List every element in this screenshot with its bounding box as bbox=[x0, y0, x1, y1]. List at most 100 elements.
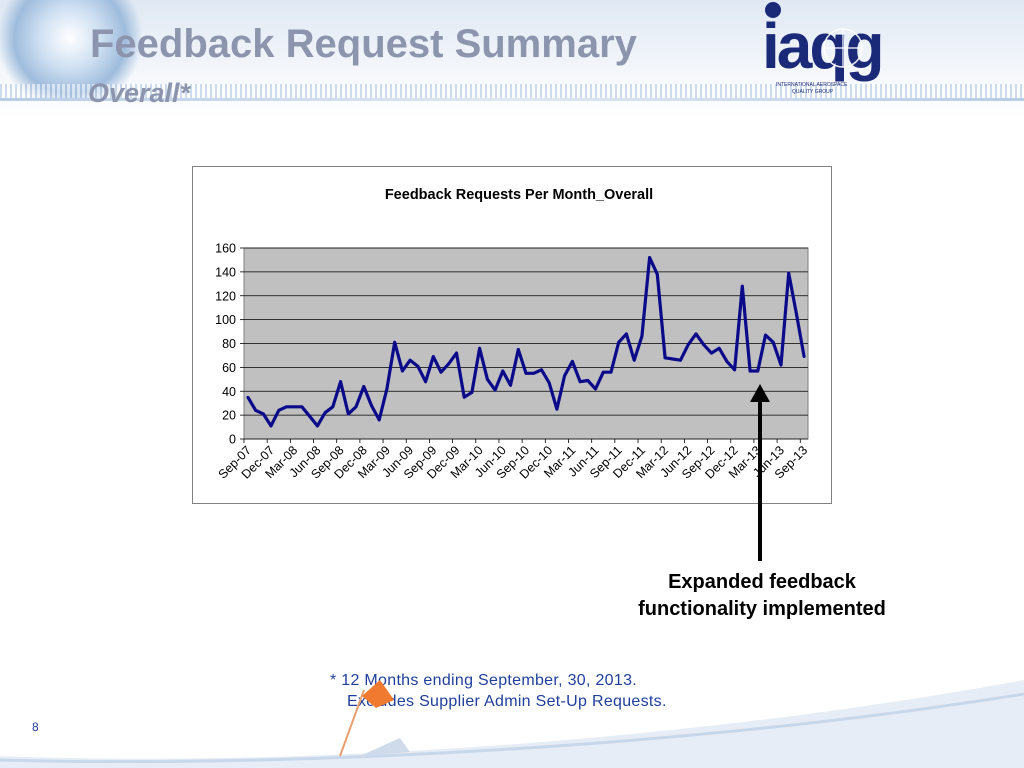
y-tick-label: 40 bbox=[222, 385, 236, 399]
data-point bbox=[455, 351, 458, 355]
y-tick-label: 60 bbox=[222, 361, 236, 375]
data-point bbox=[756, 369, 760, 373]
data-point bbox=[524, 371, 528, 375]
y-tick-label: 80 bbox=[222, 337, 236, 351]
footnote-line-2: Excludes Supplier Admin Set-Up Requests. bbox=[347, 693, 667, 710]
line-chart: Feedback Requests Per Month_Overall 0 20 4… bbox=[215, 187, 810, 482]
data-point bbox=[408, 358, 412, 362]
data-point bbox=[625, 332, 628, 336]
data-point bbox=[509, 383, 512, 387]
bottom-swoosh-graphic bbox=[0, 680, 1024, 768]
data-point bbox=[501, 369, 505, 373]
data-point bbox=[640, 334, 644, 338]
y-tick-label: 0 bbox=[229, 433, 236, 447]
data-point bbox=[725, 360, 729, 363]
data-point bbox=[462, 395, 466, 399]
data-point bbox=[269, 424, 273, 428]
data-point bbox=[285, 405, 288, 409]
data-point bbox=[764, 333, 767, 337]
page-number: 8 bbox=[32, 720, 39, 734]
data-point bbox=[300, 405, 304, 409]
data-point bbox=[385, 387, 389, 391]
data-point bbox=[532, 371, 536, 375]
y-tick-label: 160 bbox=[215, 242, 236, 256]
annotation-text: Expanded feedback functionality implemen… bbox=[638, 571, 886, 620]
data-point bbox=[315, 424, 319, 428]
data-point bbox=[617, 340, 621, 344]
data-point bbox=[370, 404, 373, 407]
data-point bbox=[354, 405, 358, 409]
data-point bbox=[377, 418, 381, 422]
data-point bbox=[586, 379, 590, 382]
data-point bbox=[563, 374, 567, 378]
page-subtitle: Overall* bbox=[88, 78, 191, 108]
data-point bbox=[679, 358, 682, 362]
data-point bbox=[632, 358, 636, 362]
series-layer bbox=[246, 255, 806, 428]
data-point bbox=[470, 391, 474, 394]
data-point bbox=[485, 377, 489, 381]
data-point bbox=[686, 343, 690, 347]
data-point bbox=[779, 363, 783, 367]
logo-text: iaqg bbox=[762, 10, 882, 82]
logo-caption-2: QUALITY GROUP bbox=[792, 89, 834, 95]
data-point bbox=[393, 340, 397, 344]
data-point bbox=[694, 332, 698, 336]
data-point bbox=[663, 356, 667, 360]
data-point bbox=[802, 355, 806, 359]
footnote: * 12 Months ending September, 30, 2013. … bbox=[330, 670, 667, 712]
data-point bbox=[346, 412, 350, 416]
data-point bbox=[547, 381, 551, 385]
data-point bbox=[339, 380, 342, 384]
y-tick-label: 100 bbox=[215, 313, 236, 327]
data-point bbox=[609, 370, 613, 374]
data-point bbox=[261, 412, 265, 416]
data-point bbox=[331, 405, 335, 409]
data-point bbox=[570, 360, 574, 363]
data-point bbox=[717, 346, 721, 350]
data-point bbox=[748, 369, 752, 373]
data-point bbox=[710, 351, 713, 355]
data-point bbox=[431, 355, 435, 359]
data-point bbox=[292, 405, 296, 409]
y-tick-label: 140 bbox=[215, 265, 236, 279]
data-point bbox=[787, 271, 791, 275]
header-swoosh bbox=[0, 84, 1024, 98]
data-point bbox=[733, 368, 737, 372]
y-axis-ticks: 0 20 40 60 80 100 120 140 160 bbox=[215, 242, 244, 447]
page-title: Feedback Request Summary bbox=[90, 22, 637, 66]
data-point bbox=[478, 346, 482, 350]
y-tick-label: 120 bbox=[215, 289, 236, 303]
data-point bbox=[323, 411, 327, 415]
data-point bbox=[601, 370, 605, 374]
data-point bbox=[594, 387, 597, 391]
grid-lines bbox=[244, 247, 808, 440]
data-point bbox=[439, 370, 443, 374]
footnote-line-1: * 12 Months ending September, 30, 2013. bbox=[330, 672, 638, 689]
chart-title: Feedback Requests Per Month_Overall bbox=[385, 187, 653, 203]
data-point bbox=[540, 368, 543, 372]
header-divider bbox=[0, 98, 1024, 101]
x-axis-ticks: Sep-07Dec-07Mar-08Jun-08Sep-08Dec-08Mar-… bbox=[216, 439, 810, 482]
data-point bbox=[493, 388, 497, 392]
data-point bbox=[516, 348, 520, 351]
data-point bbox=[362, 385, 366, 388]
data-point bbox=[795, 312, 798, 316]
data-point bbox=[771, 340, 775, 344]
data-point bbox=[277, 408, 281, 412]
data-point bbox=[648, 256, 652, 259]
data-point bbox=[655, 272, 659, 276]
data-point bbox=[555, 407, 559, 411]
data-point bbox=[400, 369, 404, 373]
y-tick-label: 20 bbox=[222, 409, 236, 423]
data-point bbox=[702, 343, 706, 347]
data-point bbox=[246, 395, 250, 399]
iaqg-logo: iaqg INTERNATIONAL AEROSPACE QUALITY GRO… bbox=[762, 2, 885, 95]
data-point bbox=[308, 414, 312, 418]
data-point bbox=[740, 284, 744, 288]
data-point bbox=[578, 380, 582, 384]
data-point bbox=[416, 364, 420, 368]
data-point bbox=[424, 380, 427, 384]
data-point bbox=[671, 357, 675, 361]
logo-caption-1: INTERNATIONAL AEROSPACE bbox=[776, 82, 848, 88]
